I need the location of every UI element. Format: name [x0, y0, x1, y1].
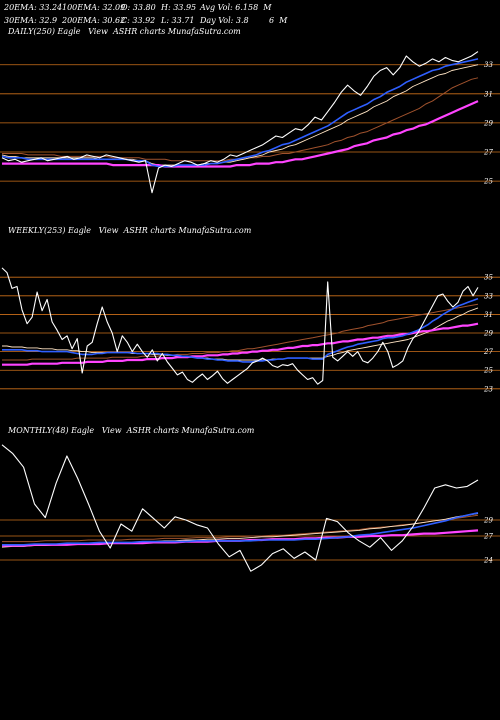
monthly-chart: 29 27 24	[0, 444, 500, 572]
y-tick-label: 24	[483, 557, 493, 565]
y-tick-label: 35	[484, 274, 493, 282]
y-tick-label: 29	[483, 330, 493, 338]
price-line	[1, 267, 479, 385]
ema30-line	[1, 513, 479, 548]
y-tick-label: 33	[484, 292, 493, 300]
y-tick-label: 27	[483, 149, 493, 157]
price-line	[1, 51, 479, 194]
y-tick-label: 25	[483, 367, 493, 375]
open-label: O: 33.80	[121, 3, 156, 12]
ema20-label: 20EMA: 33.24	[4, 3, 63, 12]
close-label: C: 33.92	[121, 16, 156, 25]
low-label: L: 33.71	[161, 16, 195, 25]
weekly-chart: 35 33 31 29 27 25 23	[0, 267, 500, 393]
weekly-panel-label: WEEKLY(253) Eagle View ASHR charts Munaf…	[8, 226, 252, 235]
ema30-line	[2, 307, 479, 361]
daily-chart: 33 31 29 27 25	[0, 51, 500, 194]
high-label: H: 33.95	[161, 3, 197, 12]
ema20-line	[2, 512, 479, 546]
y-tick-label: 29	[483, 119, 493, 127]
ema100-label: 100EMA: 32.09	[62, 3, 126, 12]
y-tick-label: 29	[483, 517, 493, 525]
avg-vol-label: Avg Vol: 6.158 M	[200, 3, 272, 12]
ema100-line	[2, 514, 479, 543]
ema200-line	[2, 322, 479, 366]
ema200-line	[2, 100, 479, 168]
y-tick-label: 25	[483, 178, 493, 186]
ema200-label: 200EMA: 30.62	[62, 16, 126, 25]
y-tick-label: 27	[483, 533, 493, 541]
ema30-label: 30EMA: 32.9	[4, 16, 58, 25]
daily-panel-label: DAILY(250) Eagle View ASHR charts Munafa…	[8, 27, 241, 36]
y-tick-label: 27	[483, 348, 493, 356]
ema20-line	[1, 58, 479, 168]
price-line	[1, 444, 479, 572]
y-tick-label: 33	[484, 61, 493, 69]
monthly-panel-label: MONTHLY(48) Eagle View ASHR charts Munaf…	[8, 426, 255, 435]
ema30-line	[1, 64, 479, 166]
y-tick-label: 31	[484, 90, 493, 98]
day-vol-label: Day Vol: 3.8 6 M	[200, 16, 288, 25]
ema20-line	[2, 297, 479, 363]
ema100-line	[2, 303, 479, 361]
y-tick-label: 31	[484, 311, 493, 319]
y-tick-label: 23	[483, 385, 493, 393]
